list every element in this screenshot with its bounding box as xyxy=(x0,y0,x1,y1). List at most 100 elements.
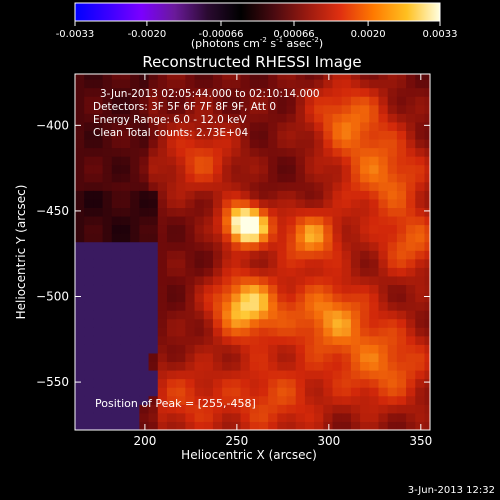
heatmap-cell xyxy=(130,190,140,200)
heatmap-cell xyxy=(295,275,306,286)
heatmap-cell xyxy=(176,241,186,251)
heatmap-cell xyxy=(194,190,205,200)
heatmap-cell xyxy=(111,352,122,363)
heatmap-cell xyxy=(341,156,352,166)
heatmap-cell xyxy=(166,284,177,294)
heatmap-cell xyxy=(277,87,288,97)
heatmap-cell xyxy=(304,310,315,320)
heatmap-cell xyxy=(258,412,269,422)
heatmap-cell xyxy=(304,147,315,157)
heatmap-cell xyxy=(194,164,205,174)
heatmap-cell xyxy=(387,190,398,200)
heatmap-cell xyxy=(194,335,205,345)
heatmap-cell xyxy=(120,421,131,430)
heatmap-cell xyxy=(286,275,297,286)
heatmap-cell xyxy=(424,361,430,371)
heatmap-cell xyxy=(415,335,425,345)
heatmap-cell xyxy=(166,96,177,106)
heatmap-cell xyxy=(304,293,315,303)
heatmap-cell xyxy=(277,147,288,157)
heatmap-cell xyxy=(130,241,140,251)
heatmap-cell xyxy=(203,258,214,268)
heatmap-cell xyxy=(222,121,232,131)
heatmap-cell xyxy=(323,284,334,294)
heatmap-cell xyxy=(350,224,361,234)
heatmap-cell xyxy=(406,412,416,422)
heatmap-cell xyxy=(75,267,85,277)
heatmap-cell xyxy=(295,164,306,174)
heatmap-cell xyxy=(396,104,407,114)
heatmap-cell xyxy=(286,293,297,303)
heatmap-cell xyxy=(360,250,370,260)
heatmap-cell xyxy=(304,284,315,294)
heatmap-cell xyxy=(323,267,334,277)
heatmap-cell xyxy=(139,412,150,422)
heatmap-cell xyxy=(323,147,334,157)
heatmap-cell xyxy=(323,275,334,286)
heatmap-cell xyxy=(314,310,324,320)
heatmap-cell xyxy=(424,318,430,328)
heatmap-cell xyxy=(415,404,425,414)
heatmap-cell xyxy=(286,113,297,123)
heatmap-cell xyxy=(258,96,269,106)
heatmap-cell xyxy=(323,327,334,337)
heatmap-cell xyxy=(84,164,94,174)
heatmap-cell xyxy=(93,241,104,251)
heatmap-cell xyxy=(249,87,260,97)
heatmap-cell xyxy=(360,224,370,234)
heatmap-cell xyxy=(130,387,140,397)
heatmap-cell xyxy=(415,378,425,388)
heatmap-cell xyxy=(194,378,205,388)
heatmap-cell xyxy=(139,147,150,157)
heatmap-cell xyxy=(212,224,223,234)
heatmap-cell xyxy=(387,87,398,97)
heatmap-cell xyxy=(111,387,122,397)
heatmap-cell xyxy=(314,412,324,422)
heatmap-cell xyxy=(130,224,140,234)
heatmap-cell xyxy=(130,327,140,337)
heatmap-cell xyxy=(314,207,324,217)
heatmap-cell xyxy=(387,250,398,260)
heatmap-cell xyxy=(304,275,315,286)
heatmap-cell xyxy=(212,233,223,243)
heatmap-cell xyxy=(148,96,159,106)
heatmap-cell xyxy=(249,378,260,388)
heatmap-cell xyxy=(148,301,159,311)
heatmap-cell xyxy=(258,198,269,208)
heatmap-cell xyxy=(240,361,251,371)
heatmap-cell xyxy=(378,395,389,405)
heatmap-cell xyxy=(130,344,140,354)
heatmap-cell xyxy=(277,250,288,260)
heatmap-cell xyxy=(314,121,324,131)
heatmap-cell xyxy=(323,310,334,320)
heatmap-cell xyxy=(111,164,122,174)
annotation-line: Clean Total counts: 2.73E+04 xyxy=(93,127,248,139)
heatmap-cell xyxy=(102,113,113,123)
heatmap-cell xyxy=(360,370,370,380)
heatmap-cell xyxy=(212,121,223,131)
heatmap-cell xyxy=(360,352,370,363)
heatmap-cell xyxy=(157,275,168,286)
heatmap-cell xyxy=(268,139,278,149)
heatmap-cell xyxy=(231,164,242,174)
heatmap-cell xyxy=(286,216,297,226)
heatmap-cell xyxy=(166,327,177,337)
heatmap-cell xyxy=(130,284,140,294)
heatmap-cell xyxy=(176,258,186,268)
heatmap-cell xyxy=(130,233,140,243)
heatmap-cell xyxy=(415,310,425,320)
heatmap-cell xyxy=(166,404,177,414)
heatmap-cell xyxy=(203,335,214,345)
heatmap-cell xyxy=(203,250,214,260)
heatmap-cell xyxy=(323,241,334,251)
heatmap-cell xyxy=(148,113,159,123)
heatmap-cell xyxy=(176,293,186,303)
heatmap-cell xyxy=(323,370,334,380)
heatmap-cell xyxy=(332,233,343,243)
heatmap-cell xyxy=(212,241,223,251)
heatmap-cell xyxy=(249,387,260,397)
heatmap-cell xyxy=(350,378,361,388)
heatmap-cell xyxy=(286,318,297,328)
heatmap-cell xyxy=(166,181,177,191)
heatmap-cell xyxy=(139,87,150,97)
